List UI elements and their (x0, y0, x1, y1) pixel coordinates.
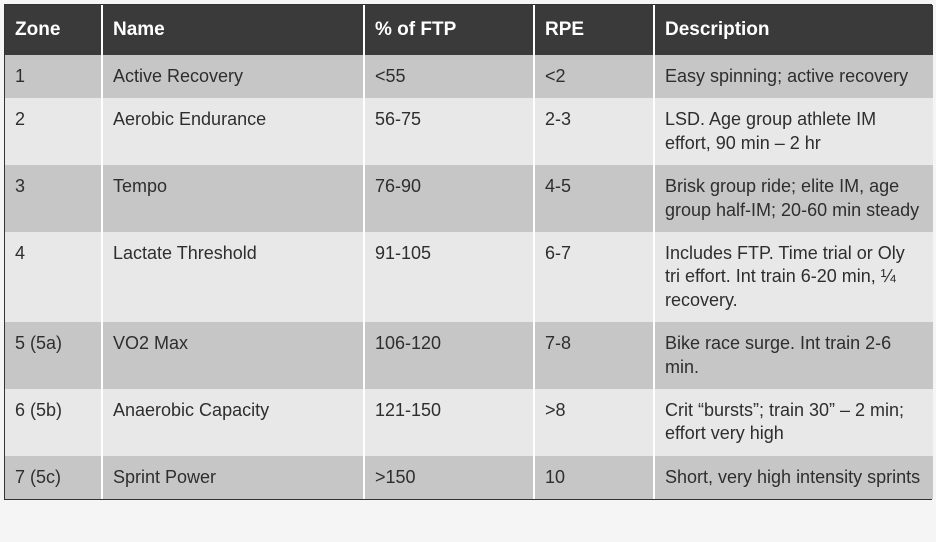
table-header-row: Zone Name % of FTP RPE Description (5, 5, 933, 55)
table-row: 7 (5c) Sprint Power >150 10 Short, very … (5, 456, 933, 499)
cell-description: LSD. Age group athlete IM effort, 90 min… (654, 98, 933, 165)
cell-name: VO2 Max (102, 322, 364, 389)
cell-ftp: >150 (364, 456, 534, 499)
cell-description: Crit “bursts”; train 30” – 2 min; effort… (654, 389, 933, 456)
cell-description: Brisk group ride; elite IM, age group ha… (654, 165, 933, 232)
table-row: 4 Lactate Threshold 91-105 6-7 Includes … (5, 232, 933, 322)
cell-rpe: 2-3 (534, 98, 654, 165)
cell-ftp: <55 (364, 55, 534, 98)
cell-ftp: 121-150 (364, 389, 534, 456)
cell-name: Lactate Threshold (102, 232, 364, 322)
cell-name: Tempo (102, 165, 364, 232)
cell-rpe: >8 (534, 389, 654, 456)
table-row: 5 (5a) VO2 Max 106-120 7-8 Bike race sur… (5, 322, 933, 389)
col-header-description: Description (654, 5, 933, 55)
col-header-ftp: % of FTP (364, 5, 534, 55)
col-header-name: Name (102, 5, 364, 55)
training-zones-table: Zone Name % of FTP RPE Description 1 Act… (4, 4, 932, 500)
table-row: 2 Aerobic Endurance 56-75 2-3 LSD. Age g… (5, 98, 933, 165)
cell-rpe: 4-5 (534, 165, 654, 232)
cell-name: Active Recovery (102, 55, 364, 98)
cell-zone: 5 (5a) (5, 322, 102, 389)
cell-ftp: 76-90 (364, 165, 534, 232)
cell-zone: 4 (5, 232, 102, 322)
table-row: 3 Tempo 76-90 4-5 Brisk group ride; elit… (5, 165, 933, 232)
cell-description: Easy spinning; active recovery (654, 55, 933, 98)
cell-rpe: 6-7 (534, 232, 654, 322)
cell-zone: 7 (5c) (5, 456, 102, 499)
cell-zone: 6 (5b) (5, 389, 102, 456)
cell-name: Anaerobic Capacity (102, 389, 364, 456)
col-header-rpe: RPE (534, 5, 654, 55)
zones-table: Zone Name % of FTP RPE Description 1 Act… (5, 5, 933, 499)
cell-description: Bike race surge. Int train 2-6 min. (654, 322, 933, 389)
cell-zone: 3 (5, 165, 102, 232)
cell-zone: 2 (5, 98, 102, 165)
col-header-zone: Zone (5, 5, 102, 55)
cell-rpe: <2 (534, 55, 654, 98)
cell-rpe: 10 (534, 456, 654, 499)
cell-description: Short, very high intensity sprints (654, 456, 933, 499)
cell-ftp: 106-120 (364, 322, 534, 389)
cell-ftp: 91-105 (364, 232, 534, 322)
cell-description: Includes FTP. Time trial or Oly tri effo… (654, 232, 933, 322)
cell-name: Aerobic Endurance (102, 98, 364, 165)
cell-zone: 1 (5, 55, 102, 98)
cell-rpe: 7-8 (534, 322, 654, 389)
cell-ftp: 56-75 (364, 98, 534, 165)
table-row: 6 (5b) Anaerobic Capacity 121-150 >8 Cri… (5, 389, 933, 456)
table-row: 1 Active Recovery <55 <2 Easy spinning; … (5, 55, 933, 98)
cell-name: Sprint Power (102, 456, 364, 499)
